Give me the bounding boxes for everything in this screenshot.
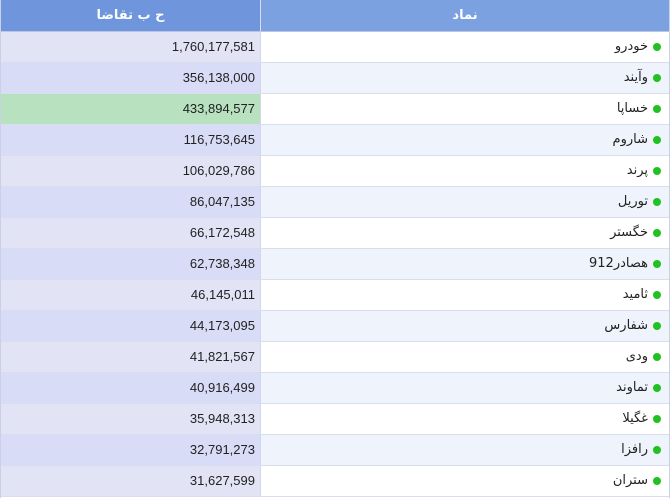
table-row[interactable]: 66,172,548 خگستر (1, 218, 669, 249)
table-row[interactable]: 116,753,645 شاروم (1, 125, 669, 156)
demand-value-cell: 46,145,011 (1, 280, 261, 310)
table-row[interactable]: 31,627,599 ستران (1, 466, 669, 497)
demand-value-cell: 40,916,499 (1, 373, 261, 403)
symbol-cell[interactable]: غگیلا (261, 404, 669, 434)
symbol-label: توریل (617, 194, 648, 209)
table-body: 1,760,177,581 خودرو 356,138,000 وآیند 433,89… (1, 32, 669, 497)
symbol-cell[interactable]: شاروم (261, 125, 669, 155)
demand-value-cell: 44,173,095 (1, 311, 261, 341)
symbol-cell[interactable]: ودی (261, 342, 669, 372)
column-header-symbol[interactable]: نماد (261, 0, 669, 31)
demand-value-cell: 41,821,567 (1, 342, 261, 372)
green-dot-icon (653, 415, 661, 423)
symbol-label: ثامید (622, 287, 648, 302)
symbol-cell[interactable]: وآیند (261, 63, 669, 93)
symbol-cell[interactable]: خساپا (261, 94, 669, 124)
table-row[interactable]: 46,145,011 ثامید (1, 280, 669, 311)
symbol-label: خساپا (616, 101, 648, 116)
green-dot-icon (653, 167, 661, 175)
symbol-cell[interactable]: ستران (261, 466, 669, 496)
symbol-label: ستران (612, 473, 648, 488)
symbol-cell[interactable]: خگستر (261, 218, 669, 248)
symbol-label: شفارس (604, 318, 648, 333)
symbol-label: رافزا (621, 442, 648, 457)
demand-value-cell: 35,948,313 (1, 404, 261, 434)
symbol-label: هصادر912 (589, 256, 648, 271)
demand-value-cell: 62,738,348 (1, 249, 261, 279)
green-dot-icon (653, 446, 661, 454)
column-header-demand[interactable]: ح ب تقاضا (1, 0, 261, 31)
table-row[interactable]: 32,791,273 رافزا (1, 435, 669, 466)
symbol-cell[interactable]: رافزا (261, 435, 669, 465)
green-dot-icon (653, 74, 661, 82)
symbol-label: ودی (625, 349, 648, 364)
symbol-cell[interactable]: ثامید (261, 280, 669, 310)
symbol-cell[interactable]: شفارس (261, 311, 669, 341)
green-dot-icon (653, 105, 661, 113)
table-row[interactable]: 62,738,348 هصادر912 (1, 249, 669, 280)
demand-value-cell: 356,138,000 (1, 63, 261, 93)
demand-value-cell: 1,760,177,581 (1, 32, 261, 62)
symbol-label: شاروم (612, 132, 648, 147)
demand-value-cell: 106,029,786 (1, 156, 261, 186)
demand-value-cell: 66,172,548 (1, 218, 261, 248)
symbol-cell[interactable]: هصادر912 (261, 249, 669, 279)
symbol-label: خگستر (610, 225, 648, 240)
demand-value-cell: 433,894,577 (1, 94, 261, 124)
table-row[interactable]: 44,173,095 شفارس (1, 311, 669, 342)
table-row[interactable]: 433,894,577 خساپا (1, 94, 669, 125)
symbol-label: پرند (626, 163, 648, 178)
symbol-cell[interactable]: خودرو (261, 32, 669, 62)
demand-value-cell: 116,753,645 (1, 125, 261, 155)
table-row[interactable]: 1,760,177,581 خودرو (1, 32, 669, 63)
green-dot-icon (653, 260, 661, 268)
green-dot-icon (653, 384, 661, 392)
green-dot-icon (653, 322, 661, 330)
table-row[interactable]: 35,948,313 غگیلا (1, 404, 669, 435)
demand-value-cell: 32,791,273 (1, 435, 261, 465)
green-dot-icon (653, 229, 661, 237)
demand-value-cell: 31,627,599 (1, 466, 261, 496)
table-row[interactable]: 356,138,000 وآیند (1, 63, 669, 94)
table-row[interactable]: 41,821,567 ودی (1, 342, 669, 373)
symbol-cell[interactable]: پرند (261, 156, 669, 186)
green-dot-icon (653, 43, 661, 51)
table-header: ح ب تقاضا نماد (1, 0, 669, 32)
table-row[interactable]: 86,047,135 توریل (1, 187, 669, 218)
symbol-label: وآیند (623, 70, 648, 85)
green-dot-icon (653, 477, 661, 485)
green-dot-icon (653, 198, 661, 206)
symbol-label: غگیلا (622, 411, 648, 426)
symbol-label: خودرو (614, 39, 648, 54)
symbol-cell[interactable]: توریل (261, 187, 669, 217)
table-row[interactable]: 40,916,499 تماوند (1, 373, 669, 404)
green-dot-icon (653, 136, 661, 144)
symbol-cell[interactable]: تماوند (261, 373, 669, 403)
table-row[interactable]: 106,029,786 پرند (1, 156, 669, 187)
symbol-label: تماوند (616, 380, 648, 395)
demand-value-cell: 86,047,135 (1, 187, 261, 217)
green-dot-icon (653, 353, 661, 361)
green-dot-icon (653, 291, 661, 299)
